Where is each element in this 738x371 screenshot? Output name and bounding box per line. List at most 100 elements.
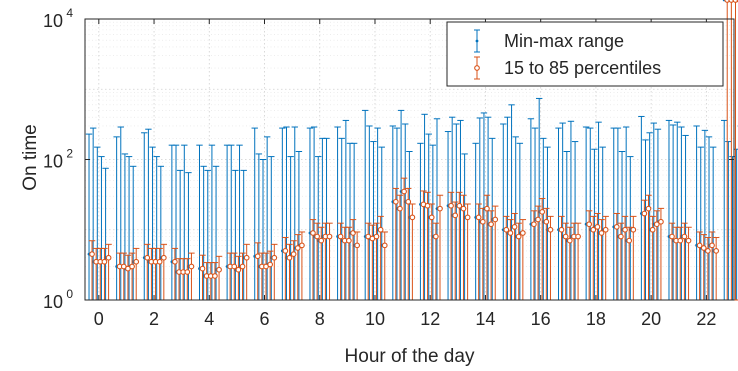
median-marker — [437, 205, 443, 212]
median-marker — [144, 254, 151, 261]
percentile-bar — [492, 205, 499, 301]
median-marker — [448, 202, 454, 209]
median-marker — [503, 226, 510, 233]
median-marker — [475, 214, 482, 221]
x-tick-label: 0 — [94, 309, 104, 329]
median-marker — [602, 226, 609, 233]
y-tick-label: 10 4 — [43, 6, 73, 31]
percentile-bar — [451, 201, 459, 301]
median-marker — [575, 233, 581, 240]
percentile-bar — [613, 212, 620, 301]
median-marker — [314, 233, 320, 240]
percentile-bar — [511, 212, 518, 301]
median-marker — [243, 254, 250, 261]
median-marker — [705, 248, 711, 254]
x-tick-label: 6 — [260, 309, 270, 329]
median-marker — [105, 254, 112, 261]
median-marker — [590, 226, 597, 233]
median-marker — [299, 242, 305, 249]
median-marker — [294, 245, 301, 251]
median-marker — [354, 242, 360, 249]
percentile-bar — [294, 234, 301, 301]
median-marker — [658, 218, 664, 225]
median-marker — [539, 208, 546, 215]
median-marker — [409, 214, 416, 221]
median-marker — [622, 226, 628, 233]
median-marker — [724, 0, 731, 3]
median-marker — [511, 223, 518, 230]
median-marker — [464, 214, 471, 221]
y-tick-label-base: 10 — [43, 152, 63, 172]
y-tick-label: 10 2 — [43, 147, 73, 172]
median-marker — [484, 205, 490, 212]
median-marker — [346, 237, 352, 244]
median-marker — [337, 233, 344, 240]
median-marker — [558, 226, 565, 233]
percentile-bar — [309, 219, 317, 301]
percentile-bar — [547, 215, 554, 301]
legend: Min-max range 15 to 85 percentiles — [446, 21, 724, 87]
percentile-bar — [456, 191, 463, 301]
median-marker — [613, 223, 620, 230]
median-marker — [515, 233, 522, 240]
percentile-bar — [436, 194, 444, 301]
percentile-bar — [594, 212, 601, 301]
x-tick-label: 14 — [475, 309, 495, 329]
median-marker — [424, 202, 431, 209]
y-tick-label-exponent: 0 — [66, 287, 73, 301]
median-marker — [433, 233, 439, 240]
median-marker — [282, 248, 289, 254]
median-marker — [377, 226, 384, 233]
legend-icon-min-max — [474, 29, 480, 53]
median-marker — [101, 258, 108, 265]
x-tick-label: 2 — [149, 309, 159, 329]
legend-icon-marker — [475, 39, 479, 43]
x-tick-label: 22 — [696, 309, 716, 329]
percentile-bar — [708, 231, 716, 301]
x-axis-label: Hour of the day — [345, 346, 475, 367]
median-marker — [685, 237, 692, 244]
median-marker — [397, 205, 403, 212]
median-marker — [199, 265, 206, 272]
median-marker — [732, 0, 738, 3]
median-marker — [392, 198, 399, 205]
median-marker — [212, 273, 218, 279]
median-marker — [700, 245, 707, 251]
median-marker — [630, 226, 637, 233]
x-tick-label: 10 — [365, 309, 385, 329]
legend-icon-percentiles — [474, 56, 480, 80]
median-marker — [566, 237, 573, 244]
median-marker — [507, 230, 514, 236]
median-marker — [156, 258, 163, 265]
median-marker — [235, 266, 242, 273]
percentile-bar — [475, 203, 482, 301]
median-marker — [594, 223, 601, 230]
median-marker — [231, 263, 238, 270]
legend-icon-marker — [474, 65, 480, 71]
median-marker — [519, 230, 526, 236]
median-marker — [405, 198, 412, 205]
median-marker — [479, 218, 486, 225]
median-marker — [271, 254, 278, 261]
percentile-bar — [171, 247, 179, 301]
median-marker — [381, 242, 388, 249]
median-marker — [709, 242, 715, 249]
median-marker — [543, 218, 550, 225]
percentile-bar — [630, 215, 637, 301]
x-tick-label: 18 — [586, 309, 606, 329]
median-marker — [290, 251, 297, 257]
median-marker — [254, 253, 261, 260]
percentile-bar — [732, 0, 738, 301]
x-tick-label: 12 — [420, 309, 440, 329]
median-marker — [239, 263, 246, 270]
percentile-bar — [392, 187, 400, 301]
median-marker — [401, 188, 407, 195]
percentile-bar — [432, 222, 440, 301]
median-marker — [318, 237, 325, 244]
median-marker — [713, 248, 720, 254]
median-marker — [598, 230, 605, 236]
y-tick-label-exponent: 4 — [66, 6, 73, 20]
median-marker — [460, 205, 467, 212]
percentile-bar — [326, 222, 333, 301]
median-marker — [310, 230, 316, 236]
